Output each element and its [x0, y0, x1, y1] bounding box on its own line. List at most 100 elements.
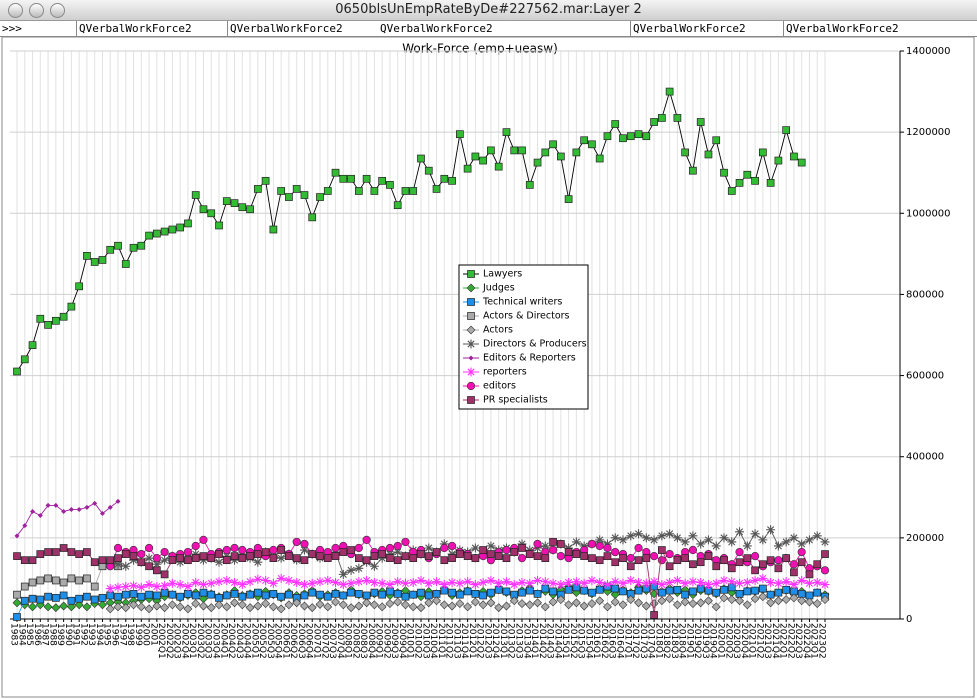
- data-point: [680, 597, 690, 607]
- data-point: [315, 577, 325, 587]
- data-point: [386, 554, 394, 562]
- data-point: [14, 533, 20, 539]
- data-point: [152, 229, 161, 238]
- data-point: [820, 537, 830, 547]
- data-point: [711, 578, 721, 588]
- data-point: [13, 552, 21, 560]
- data-point: [720, 168, 728, 177]
- data-point: [300, 539, 309, 549]
- data-point: [766, 179, 775, 187]
- data-point: [580, 136, 589, 145]
- x-tick-label: 2010Q4: [428, 623, 438, 659]
- data-point: [805, 570, 814, 579]
- legend-label: Directors & Producers: [483, 339, 587, 350]
- data-point: [548, 597, 558, 607]
- tab[interactable]: QVerbalWorkForce2: [76, 21, 227, 36]
- data-point: [672, 600, 682, 610]
- data-point: [704, 150, 713, 159]
- x-tick-label: 1986: [32, 623, 42, 646]
- x-tick-label: 2009Q4: [397, 623, 407, 659]
- data-point: [634, 586, 643, 595]
- close-button[interactable]: [8, 3, 23, 18]
- data-point: [727, 595, 737, 604]
- x-tick-label: 2011Q3: [451, 623, 461, 659]
- minimize-button[interactable]: [29, 3, 44, 18]
- data-point: [681, 590, 690, 599]
- data-point: [665, 529, 675, 539]
- data-point: [564, 577, 574, 587]
- x-tick-label: 2002Q4: [179, 623, 189, 659]
- data-point: [409, 554, 418, 562]
- legend-marker: [467, 298, 475, 306]
- data-point: [28, 341, 37, 349]
- data-point: [308, 550, 317, 558]
- tab[interactable]: QVerbalWorkForce2: [380, 22, 493, 35]
- data-point: [90, 595, 99, 604]
- y-tick-label: 200000: [906, 533, 944, 544]
- zoom-button[interactable]: [50, 3, 65, 18]
- data-point: [417, 154, 425, 163]
- data-point: [673, 556, 682, 565]
- x-tick-label: 2004Q2: [226, 623, 236, 659]
- x-tick-label: 2014Q2: [537, 623, 547, 659]
- data-point: [222, 575, 232, 585]
- data-point: [370, 552, 379, 560]
- tab[interactable]: QVerbalWorkForce2: [783, 21, 976, 36]
- data-point: [805, 597, 814, 607]
- data-point: [611, 558, 620, 567]
- data-point: [207, 554, 216, 562]
- data-point: [789, 580, 799, 590]
- x-tick-label: 1996: [110, 623, 120, 646]
- x-tick-label: 2014Q1: [529, 623, 539, 659]
- data-point: [471, 589, 480, 598]
- data-point: [463, 164, 472, 173]
- data-point: [696, 118, 705, 126]
- x-tick-label: 2000: [141, 623, 151, 646]
- data-point: [152, 591, 161, 600]
- tab[interactable]: >>>: [2, 22, 22, 35]
- data-point: [59, 601, 69, 611]
- data-point: [393, 577, 403, 587]
- data-point: [455, 578, 465, 588]
- data-point: [758, 535, 768, 545]
- data-point: [362, 598, 372, 608]
- data-point: [230, 552, 239, 560]
- x-tick-label: 2018Q3: [669, 623, 679, 659]
- data-point: [471, 554, 480, 562]
- data-point: [121, 582, 131, 592]
- data-point: [183, 582, 193, 592]
- data-point: [440, 174, 449, 183]
- data-point: [455, 599, 465, 609]
- x-tick-label: 2003Q1: [187, 623, 197, 659]
- data-point: [696, 598, 706, 608]
- data-point: [378, 550, 387, 558]
- data-point: [712, 562, 721, 571]
- data-point: [673, 114, 682, 122]
- data-point: [74, 600, 84, 610]
- data-point: [766, 577, 776, 587]
- data-point: [657, 580, 667, 590]
- y-tick-label: 1000000: [906, 208, 951, 219]
- data-point: [121, 590, 130, 599]
- data-point: [595, 596, 605, 606]
- data-point: [696, 558, 705, 567]
- data-point: [214, 557, 224, 567]
- x-tick-label: 2020Q3: [731, 623, 741, 659]
- tab[interactable]: QVerbalWorkForce2: [227, 21, 630, 36]
- data-point: [246, 205, 254, 214]
- data-point: [59, 544, 68, 552]
- x-tick-label: 2019Q3: [700, 623, 710, 659]
- tab[interactable]: QVerbalWorkForce2: [630, 21, 783, 36]
- data-point: [487, 550, 495, 558]
- data-point: [517, 599, 527, 609]
- data-point: [789, 560, 799, 569]
- data-point: [549, 140, 557, 149]
- data-point: [439, 580, 449, 590]
- data-point: [393, 556, 402, 565]
- data-point: [20, 596, 29, 605]
- data-point: [207, 209, 216, 218]
- x-tick-label: 2001: [148, 623, 158, 646]
- x-tick-label: 1987: [40, 623, 50, 646]
- data-point: [199, 552, 208, 560]
- data-point: [502, 601, 511, 611]
